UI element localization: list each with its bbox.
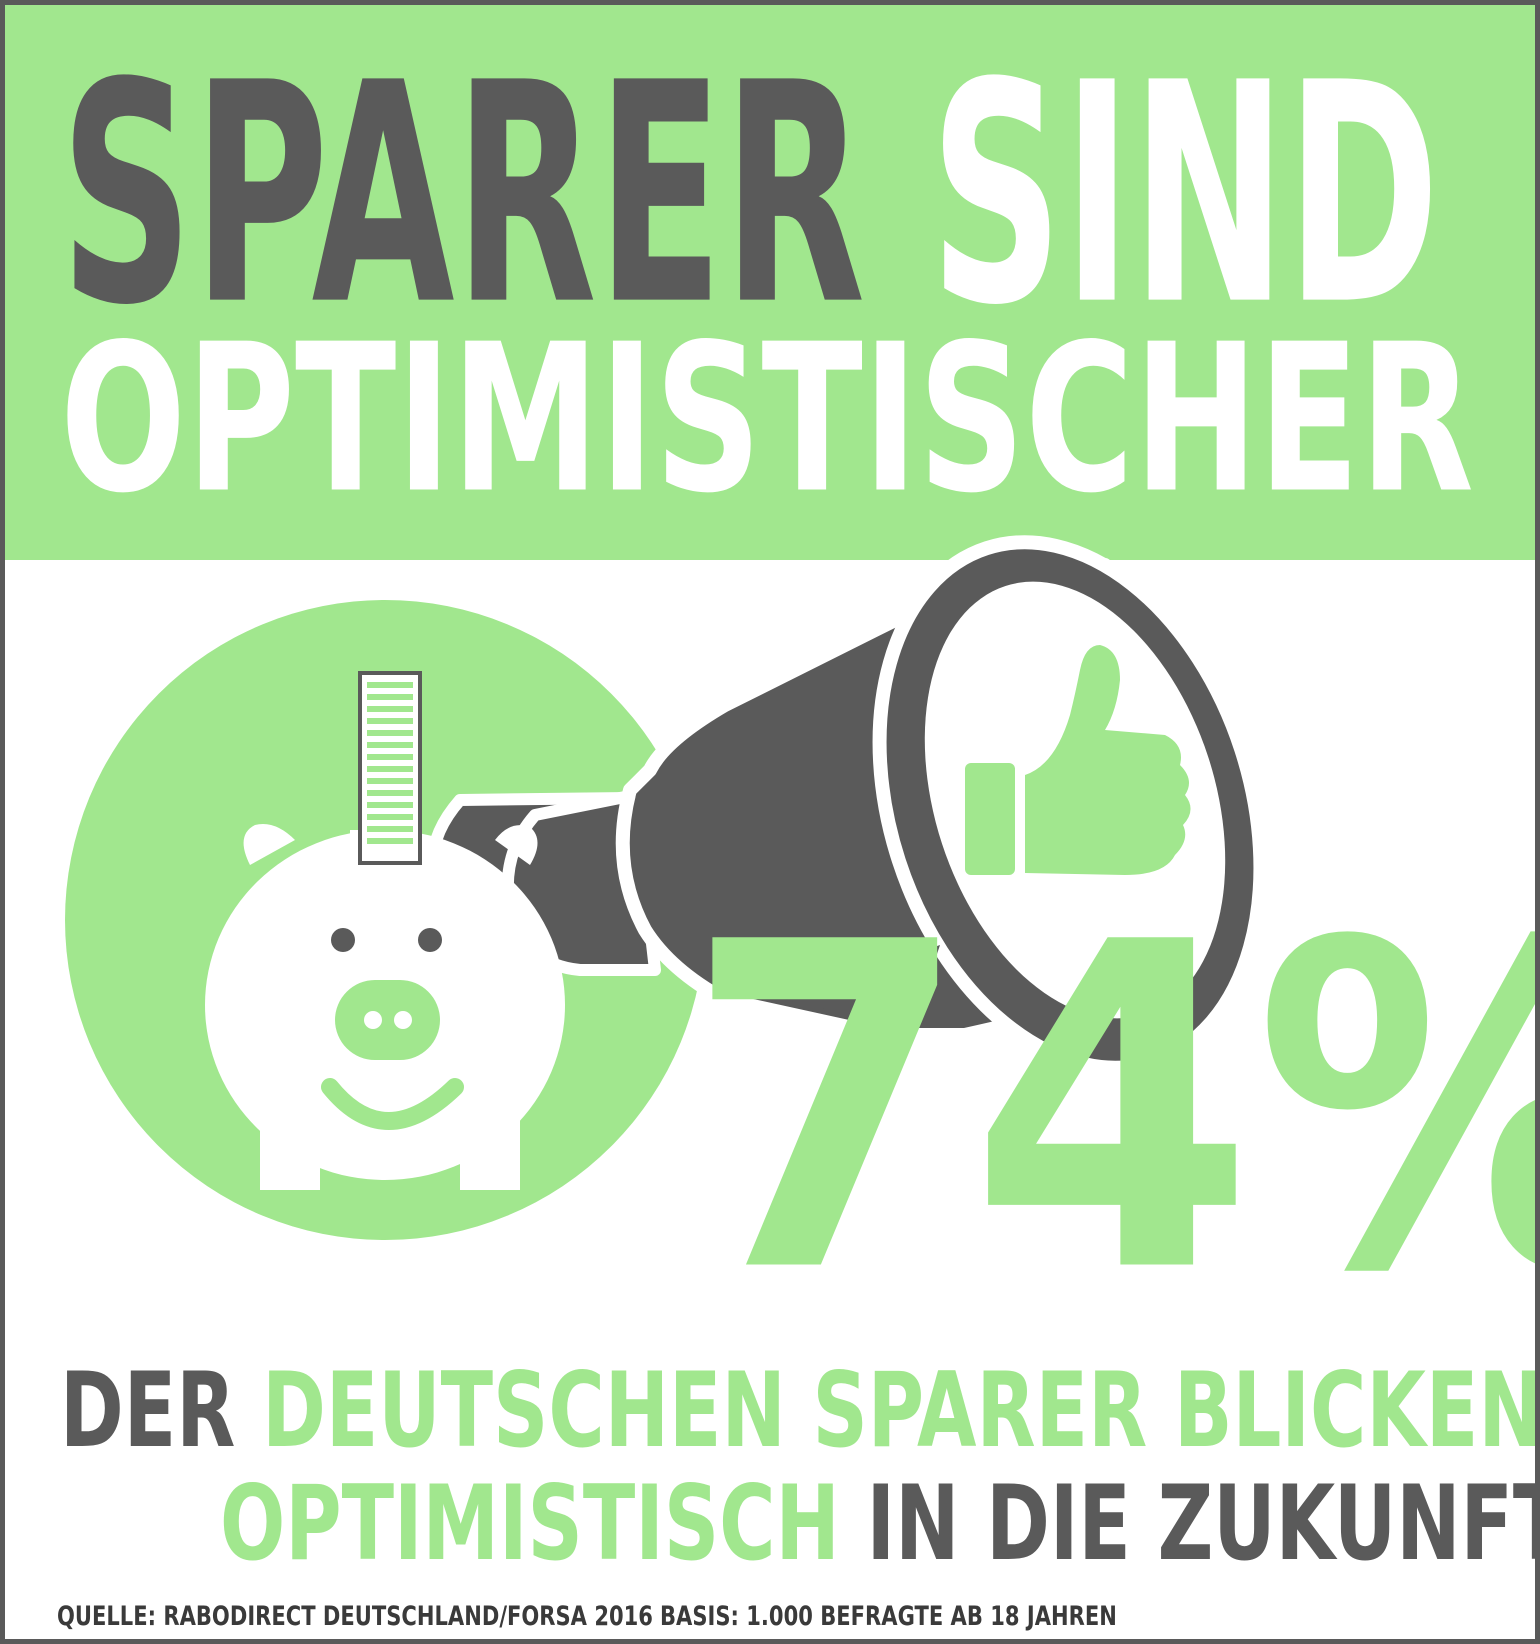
subtitle-der: DER — [60, 1351, 236, 1471]
thumbs-up-icon — [965, 645, 1191, 875]
subtitle-optimistisch: OPTIMISTISCH — [220, 1464, 840, 1584]
coin-icon — [358, 671, 422, 865]
subtitle-line-2: OPTIMISTISCH IN DIE ZUKUNFT. — [220, 1473, 1535, 1576]
title-word-sind: SIND — [929, 18, 1440, 372]
title-word-sparer: SPARER — [60, 18, 866, 372]
title-banner — [5, 5, 1535, 560]
footer-source: QUELLE: RABODIRECT DEUTSCHLAND/FORSA 201… — [57, 1601, 653, 1632]
illustration — [65, 535, 1268, 1240]
subtitle-deutschen-sparer-blicken: DEUTSCHEN SPARER BLICKEN — [262, 1351, 1540, 1471]
subtitle-in-die-zukunft: IN DIE ZUKUNFT. — [866, 1464, 1540, 1584]
title-line-2: OPTIMISTISCHER — [60, 300, 1474, 538]
big-statistic: 74% — [685, 847, 1535, 1371]
title-line-1: SPARER SIND — [60, 43, 1440, 347]
footer-basis: BASIS: 1.000 BEFRAGTE AB 18 JAHREN — [660, 1601, 1117, 1632]
subtitle-line-1: DER DEUTSCHEN SPARER BLICKEN — [60, 1360, 1535, 1463]
